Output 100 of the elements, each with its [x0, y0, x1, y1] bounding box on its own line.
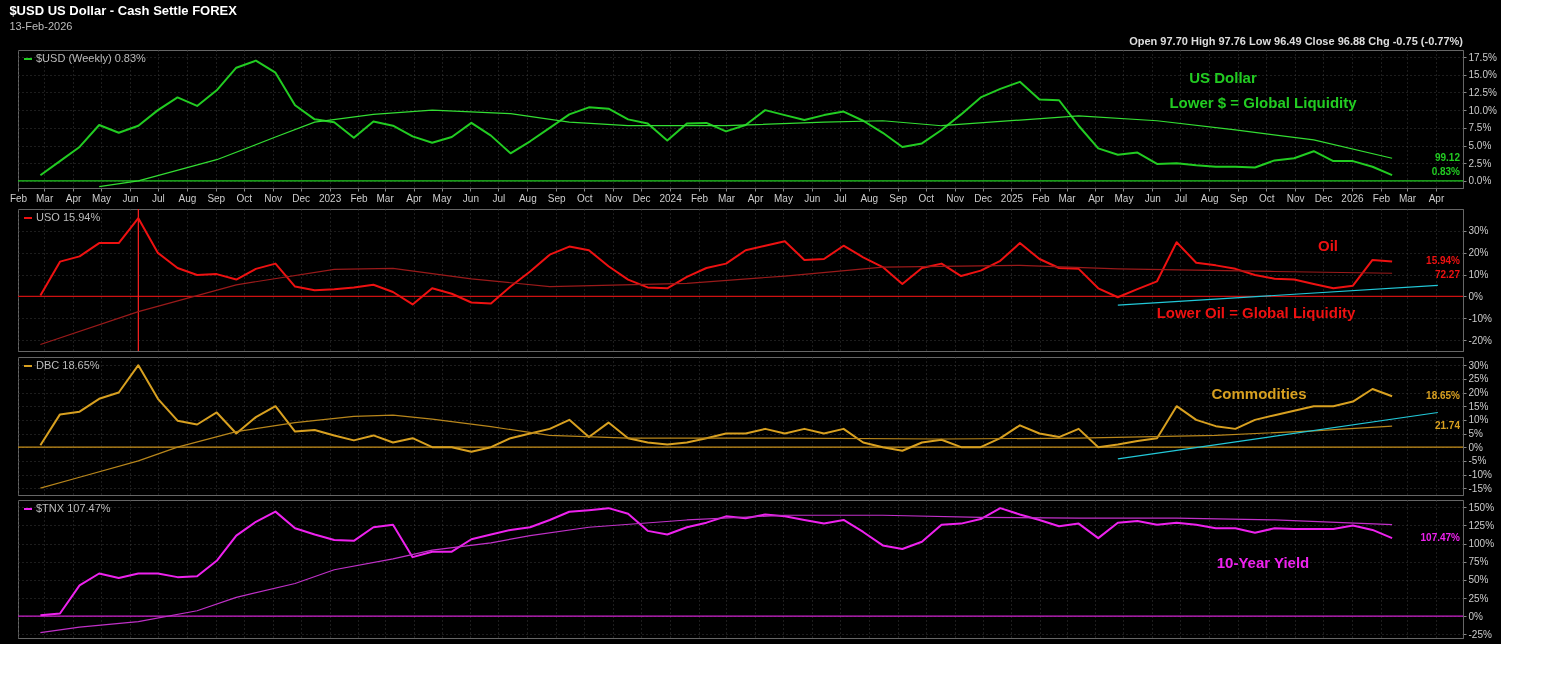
x-tick-label: Mar — [1398, 192, 1417, 204]
x-tick-label: Dec — [292, 192, 311, 204]
annotation: 99.12 — [1434, 152, 1461, 163]
y-tick-label: 75% — [1468, 556, 1489, 568]
y-tick-label: -5% — [1468, 455, 1487, 467]
chart-subtitle: 13-Feb-2026 — [9, 20, 73, 32]
y-tick-label: 17.5% — [1468, 51, 1497, 63]
x-tick-label: Apr — [65, 192, 82, 204]
x-tick-label: Mar — [1058, 192, 1077, 204]
x-tick-label: Dec — [632, 192, 651, 204]
x-tick-label: May — [432, 192, 452, 204]
x-tick-label: Sep — [1229, 192, 1249, 204]
y-tick-label: 125% — [1468, 519, 1495, 531]
y-tick-label: 10% — [1468, 414, 1489, 426]
x-tick-label: Sep — [207, 192, 226, 204]
x-tick-label: Feb — [1032, 192, 1050, 204]
line-series — [39, 264, 1393, 346]
annotation: US Dollar — [1189, 69, 1257, 86]
x-tick-label: Nov — [604, 192, 623, 204]
legend-label: $USD (Weekly) 0.83% — [36, 52, 147, 64]
line-series — [39, 514, 1393, 634]
y-tick-label: 15.0% — [1468, 69, 1497, 81]
x-tick-label: Jul — [492, 192, 506, 204]
y-tick-label: 12.5% — [1468, 86, 1497, 98]
x-tick-label: Dec — [974, 192, 992, 204]
x-tick-label: Sep — [889, 192, 908, 204]
y-tick-label: -10% — [1468, 469, 1492, 480]
x-tick-label: 2026 — [1341, 192, 1365, 204]
y-tick-label: 15% — [1468, 400, 1489, 412]
x-tick-label: Oct — [576, 192, 593, 204]
x-tick-label: Mar — [376, 192, 395, 204]
x-tick-label: Dec — [1314, 192, 1333, 204]
y-tick-label: -20% — [1468, 334, 1492, 346]
x-tick-label: Nov — [1286, 192, 1305, 204]
x-tick-label: Feb — [690, 192, 709, 204]
y-tick-label: 2.5% — [1468, 157, 1492, 169]
x-tick-label: Jun — [122, 192, 139, 204]
x-tick-label: Mar — [717, 192, 736, 204]
y-tick-label: 0% — [1468, 441, 1484, 453]
x-tick-label: Jun — [804, 192, 821, 204]
x-tick-label: Sep — [547, 192, 567, 204]
y-tick-label: 0.0% — [1468, 175, 1492, 187]
text: Open 97.70 High 97.76 Low 96.49 Close 96.88 Chg -0.75 (-0.77%) — [1129, 35, 1464, 47]
y-tick-label: 10% — [1468, 269, 1489, 281]
y-tick-label: 5% — [1468, 428, 1484, 440]
x-tick-label: Feb — [1372, 192, 1391, 204]
y-tick-label: 7.5% — [1468, 122, 1492, 134]
y-tick-label: 30% — [1468, 359, 1489, 371]
y-tick-label: 10.0% — [1468, 104, 1497, 116]
annotation: Commodities — [1211, 385, 1307, 402]
x-tick-label: Nov — [264, 192, 283, 204]
y-tick-label: 25% — [1468, 373, 1489, 385]
annotation: 21.74 — [1434, 420, 1461, 431]
legend-label: USO 15.94% — [36, 211, 101, 223]
x-tick-label: 2023 — [318, 192, 342, 204]
y-tick-label: 20% — [1468, 247, 1489, 259]
y-tick-label: -15% — [1468, 482, 1492, 494]
annotation: Oil — [1317, 237, 1339, 254]
annotation: Lower Oil = Global Liquidity — [1156, 304, 1357, 321]
annotation: Lower $ = Global Liquidity — [1169, 94, 1358, 111]
line-series — [98, 109, 1393, 188]
x-tick-label: Oct — [236, 192, 253, 204]
annotation: 18.65% — [1426, 390, 1461, 401]
x-tick-label: Feb — [9, 192, 28, 204]
x-tick-label: Oct — [1258, 192, 1275, 204]
y-tick-label: -10% — [1468, 312, 1492, 324]
x-tick-label: Apr — [747, 192, 764, 204]
y-tick-label: 50% — [1468, 574, 1489, 586]
x-tick-label: Jul — [833, 192, 847, 204]
y-tick-label: 0% — [1468, 610, 1484, 622]
y-tick-label: 150% — [1468, 501, 1495, 513]
x-tick-label: Apr — [1088, 192, 1105, 204]
x-tick-label: May — [1114, 192, 1134, 204]
y-tick-label: 20% — [1468, 387, 1489, 399]
x-tick-label: Aug — [178, 192, 197, 204]
legend-label: $TNX 107.47% — [36, 502, 111, 514]
x-tick-label: 2024 — [659, 192, 683, 204]
y-tick-label: -25% — [1468, 628, 1492, 640]
y-tick-label: 0% — [1468, 290, 1484, 302]
x-tick-label: Apr — [1428, 192, 1445, 204]
x-tick-label: May — [92, 192, 111, 204]
x-tick-label: 2025 — [1000, 192, 1024, 204]
x-tick-label: Aug — [860, 192, 879, 204]
chart-title: $USD US Dollar - Cash Settle FOREX — [9, 3, 238, 18]
annotation: 72.27 — [1434, 269, 1461, 280]
annotation: 0.83% — [1431, 166, 1461, 177]
x-tick-label: Jul — [152, 192, 165, 204]
annotation: 15.94% — [1426, 255, 1461, 266]
x-tick-label: Aug — [518, 192, 537, 204]
x-tick-label: Jun — [1144, 192, 1161, 204]
annotation: 107.47% — [1420, 532, 1461, 543]
y-tick-label: 25% — [1468, 592, 1489, 604]
y-tick-label: 5.0% — [1468, 140, 1492, 152]
legend-label: DBC 18.65% — [36, 359, 100, 371]
x-tick-label: Aug — [1200, 192, 1219, 204]
x-tick-label: Apr — [406, 192, 423, 204]
line-series — [39, 414, 1393, 489]
x-tick-label: Jul — [1174, 192, 1188, 204]
x-tick-label: Nov — [946, 192, 964, 204]
y-tick-label: 100% — [1468, 538, 1495, 550]
